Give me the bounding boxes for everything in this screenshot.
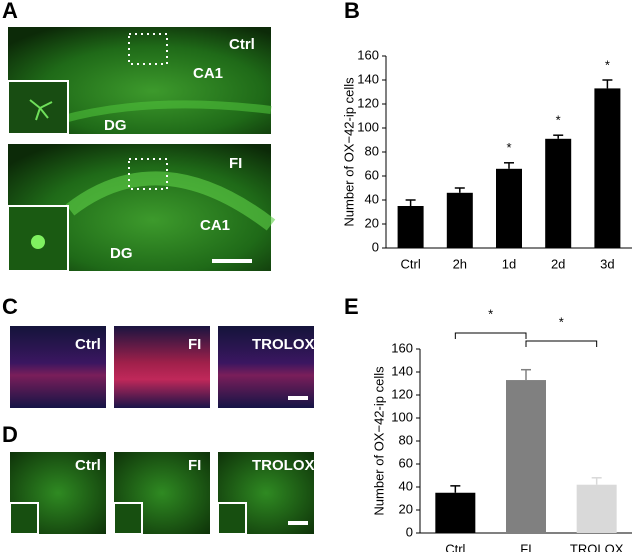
y-tick-label: 140 xyxy=(357,71,379,86)
y-tick-label: 160 xyxy=(357,47,379,62)
bar xyxy=(496,168,522,248)
y-tick-label: 140 xyxy=(391,363,413,378)
bar xyxy=(545,138,572,248)
roi-box xyxy=(128,158,168,190)
inset xyxy=(9,502,39,535)
image-label: CA1 xyxy=(193,65,223,82)
bar xyxy=(594,88,621,249)
y-tick-label: 60 xyxy=(399,455,413,470)
inset-cell xyxy=(29,99,53,121)
y-tick-label: 120 xyxy=(391,386,413,401)
y-tick-label: 60 xyxy=(365,167,379,182)
y-axis-label: Number of OX−42-ip cells xyxy=(371,366,386,516)
image-label: TROLOX xyxy=(252,457,315,474)
y-tick-label: 0 xyxy=(372,239,379,254)
panel-letter: C xyxy=(2,294,18,319)
y-tick-label: 40 xyxy=(399,478,413,493)
x-tick-label: FI xyxy=(520,541,532,552)
panel-letter: D xyxy=(2,422,18,447)
image-label: DG xyxy=(104,117,127,134)
y-tick-label: 120 xyxy=(357,95,379,110)
y-tick-label: 20 xyxy=(365,215,379,230)
bar xyxy=(397,206,424,248)
significance: * xyxy=(559,314,564,329)
bar xyxy=(506,380,546,533)
y-tick-label: 80 xyxy=(365,143,379,158)
y-tick-label: 80 xyxy=(399,432,413,447)
panel-letter: B xyxy=(344,0,360,23)
y-axis-label: Number of OX−42-ip cells xyxy=(341,77,356,227)
significance: * xyxy=(488,306,493,321)
inset-cell xyxy=(31,235,45,249)
x-tick-label: Ctrl xyxy=(400,256,420,271)
image-label: TROLOX xyxy=(252,336,315,353)
x-tick-label: 2h xyxy=(453,256,467,271)
x-tick-label: TROLOX xyxy=(570,541,624,552)
x-tick-label: 3d xyxy=(600,256,614,271)
cell-layer xyxy=(58,100,272,124)
y-tick-label: 100 xyxy=(391,409,413,424)
significance: * xyxy=(556,113,561,128)
y-tick-label: 20 xyxy=(399,501,413,516)
inset xyxy=(217,502,247,535)
bracket xyxy=(454,332,527,339)
image-label: Ctrl xyxy=(75,457,101,474)
inset xyxy=(113,502,143,535)
y-tick-label: 160 xyxy=(391,340,413,355)
panel-letter: A xyxy=(2,0,18,23)
micrograph xyxy=(10,326,106,408)
image-label: FI xyxy=(188,457,201,474)
bar xyxy=(435,492,476,533)
x-tick-label: 2d xyxy=(551,256,565,271)
image-label: Ctrl xyxy=(75,336,101,353)
x-tick-label: 1d xyxy=(502,256,516,271)
significance: * xyxy=(605,57,610,72)
panel-letter: E xyxy=(344,294,359,319)
bracket xyxy=(525,340,598,347)
significance: * xyxy=(506,140,511,155)
micrograph xyxy=(218,326,314,408)
bar xyxy=(576,484,617,533)
y-tick-label: 100 xyxy=(357,119,379,134)
micrograph xyxy=(114,326,210,408)
cell-layer xyxy=(65,171,276,231)
image-label: Ctrl xyxy=(229,36,255,53)
roi-box xyxy=(128,33,168,65)
image-label: FI xyxy=(229,155,242,172)
y-tick-label: 40 xyxy=(365,191,379,206)
y-tick-label: 0 xyxy=(406,524,413,539)
image-label: CA1 xyxy=(200,217,230,234)
image-label: DG xyxy=(110,245,133,262)
x-tick-label: Ctrl xyxy=(445,541,465,552)
image-label: FI xyxy=(188,336,201,353)
bar xyxy=(446,192,473,248)
